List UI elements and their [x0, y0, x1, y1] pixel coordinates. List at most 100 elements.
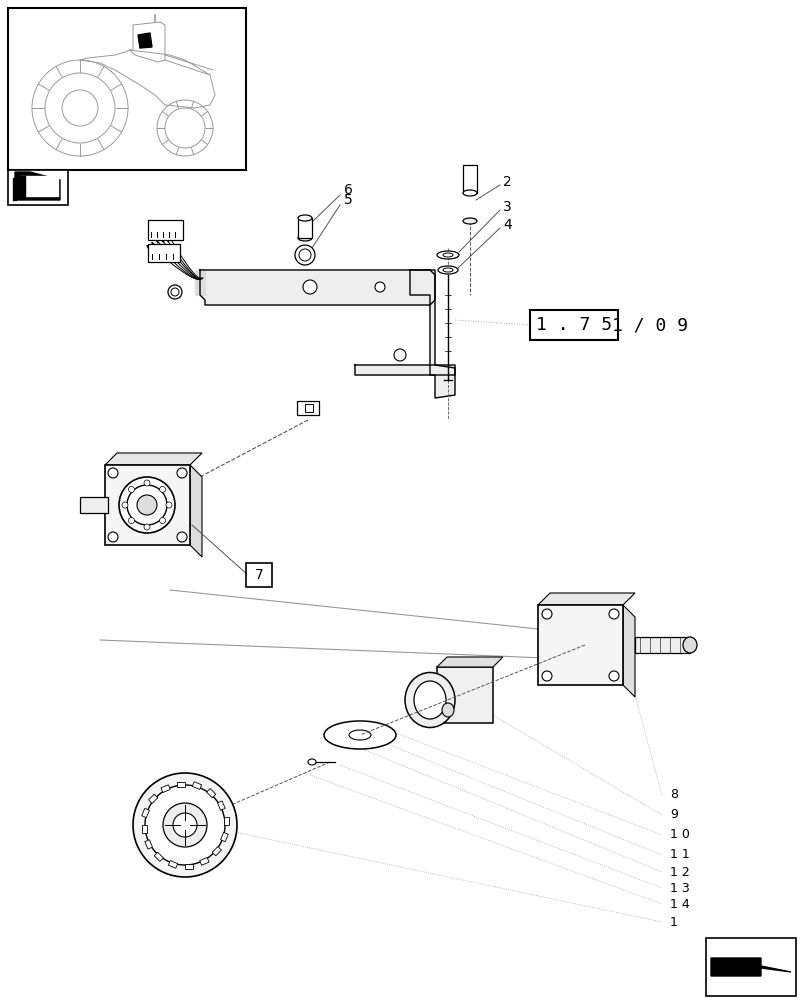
Polygon shape: [145, 840, 153, 849]
Text: 7: 7: [255, 568, 263, 582]
Text: 5: 5: [344, 193, 353, 207]
Polygon shape: [355, 365, 455, 398]
Text: 3: 3: [503, 200, 511, 214]
Circle shape: [177, 532, 187, 542]
Circle shape: [128, 518, 134, 524]
Polygon shape: [177, 782, 185, 786]
Ellipse shape: [324, 721, 396, 749]
Ellipse shape: [443, 253, 453, 257]
Bar: [538, 605, 623, 685]
Ellipse shape: [298, 235, 312, 241]
Bar: [297, 401, 319, 415]
Circle shape: [375, 282, 385, 292]
Circle shape: [127, 485, 167, 525]
Bar: [463, 165, 477, 193]
Ellipse shape: [405, 672, 455, 728]
Bar: [706, 938, 796, 996]
Polygon shape: [154, 852, 163, 861]
Ellipse shape: [463, 190, 477, 196]
Circle shape: [119, 477, 175, 533]
Circle shape: [144, 524, 150, 530]
Circle shape: [137, 495, 157, 515]
Circle shape: [303, 280, 317, 294]
Polygon shape: [141, 808, 149, 818]
Circle shape: [542, 671, 552, 681]
Bar: [148, 220, 183, 240]
Circle shape: [159, 518, 166, 524]
Circle shape: [133, 773, 237, 877]
Polygon shape: [13, 178, 26, 200]
Circle shape: [145, 785, 225, 865]
Circle shape: [157, 100, 213, 156]
Polygon shape: [20, 176, 58, 196]
Ellipse shape: [438, 266, 458, 274]
Text: 9: 9: [670, 808, 678, 822]
Ellipse shape: [298, 215, 312, 221]
FancyBboxPatch shape: [246, 563, 272, 587]
Polygon shape: [161, 785, 170, 792]
Polygon shape: [105, 453, 202, 465]
Ellipse shape: [463, 218, 477, 224]
Circle shape: [45, 73, 115, 143]
Circle shape: [171, 288, 179, 296]
Bar: [298, 218, 312, 238]
Text: 1 1: 1 1: [670, 848, 690, 861]
Circle shape: [165, 108, 205, 148]
Polygon shape: [200, 858, 209, 865]
Ellipse shape: [349, 730, 371, 740]
Circle shape: [299, 249, 311, 261]
Circle shape: [609, 671, 619, 681]
Polygon shape: [224, 817, 229, 825]
Polygon shape: [711, 958, 791, 976]
Circle shape: [166, 502, 172, 508]
Circle shape: [108, 468, 118, 478]
Circle shape: [128, 486, 134, 492]
Ellipse shape: [414, 681, 446, 719]
Bar: [530, 310, 618, 340]
Ellipse shape: [442, 703, 454, 717]
Circle shape: [394, 349, 406, 361]
Text: 1 . 7 5: 1 . 7 5: [536, 316, 612, 334]
Bar: [635, 637, 690, 653]
Polygon shape: [623, 605, 635, 697]
Text: 4: 4: [503, 218, 511, 232]
Text: 1 3: 1 3: [670, 882, 690, 894]
Circle shape: [159, 486, 166, 492]
Ellipse shape: [308, 759, 316, 765]
Polygon shape: [138, 33, 152, 48]
Circle shape: [177, 468, 187, 478]
Text: 2: 2: [503, 175, 511, 189]
Circle shape: [173, 813, 197, 837]
Bar: [437, 667, 493, 723]
Circle shape: [108, 532, 118, 542]
Polygon shape: [195, 270, 205, 295]
Circle shape: [609, 609, 619, 619]
Bar: [80, 497, 108, 513]
Polygon shape: [200, 270, 435, 305]
Bar: [148, 244, 180, 262]
Polygon shape: [168, 861, 178, 868]
Bar: [105, 465, 190, 545]
Circle shape: [144, 480, 150, 486]
Circle shape: [163, 803, 207, 847]
Polygon shape: [217, 801, 225, 810]
Polygon shape: [207, 789, 216, 798]
Bar: [8, 8, 246, 170]
Polygon shape: [192, 782, 202, 789]
Polygon shape: [410, 270, 455, 375]
Polygon shape: [15, 172, 60, 200]
Ellipse shape: [683, 637, 697, 653]
Polygon shape: [437, 657, 503, 667]
Circle shape: [168, 285, 182, 299]
Text: 1 4: 1 4: [670, 898, 690, 910]
Text: 6: 6: [344, 183, 353, 197]
Bar: [305, 404, 313, 412]
Polygon shape: [141, 825, 146, 833]
Circle shape: [295, 245, 315, 265]
Text: 1: 1: [670, 916, 678, 928]
Circle shape: [32, 60, 128, 156]
Polygon shape: [15, 176, 25, 197]
Text: 1 0: 1 0: [670, 828, 690, 842]
Polygon shape: [190, 465, 202, 557]
Polygon shape: [221, 832, 228, 842]
